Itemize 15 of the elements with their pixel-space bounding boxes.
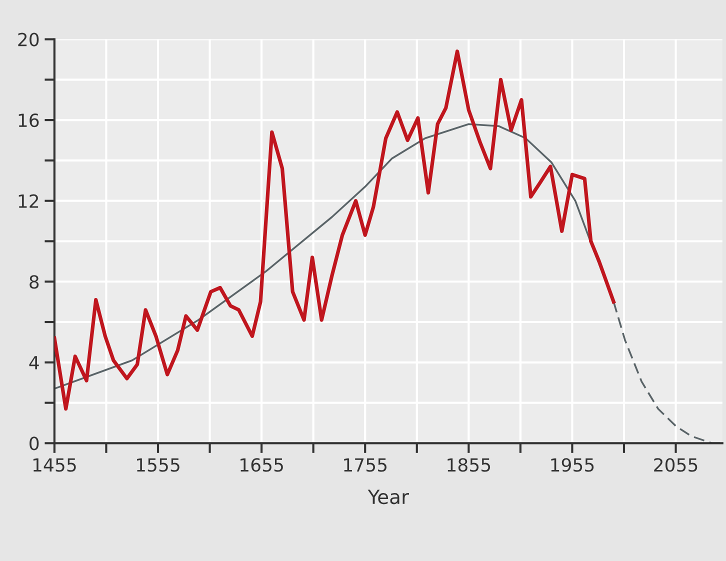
- y-tick-label: 16: [18, 114, 39, 128]
- y-tick-label: 20: [18, 32, 39, 46]
- x-tick-label: 1555: [137, 458, 180, 472]
- x-tick-label: 1855: [448, 458, 490, 472]
- y-tick-label: 12: [18, 194, 38, 208]
- x-axis-title: Year: [368, 490, 409, 504]
- y-tick-label: 8: [30, 275, 39, 289]
- x-tick-label: 2055: [654, 458, 698, 472]
- x-tick-label: 1455: [33, 458, 76, 472]
- x-tick-label: 1655: [240, 458, 283, 472]
- y-tick-label: 4: [29, 356, 39, 370]
- x-tick-label: 1755: [344, 458, 387, 472]
- line-series: [54, 50, 616, 411]
- y-tick-label: 0: [30, 436, 39, 450]
- x-tick-label: 1955: [551, 458, 594, 472]
